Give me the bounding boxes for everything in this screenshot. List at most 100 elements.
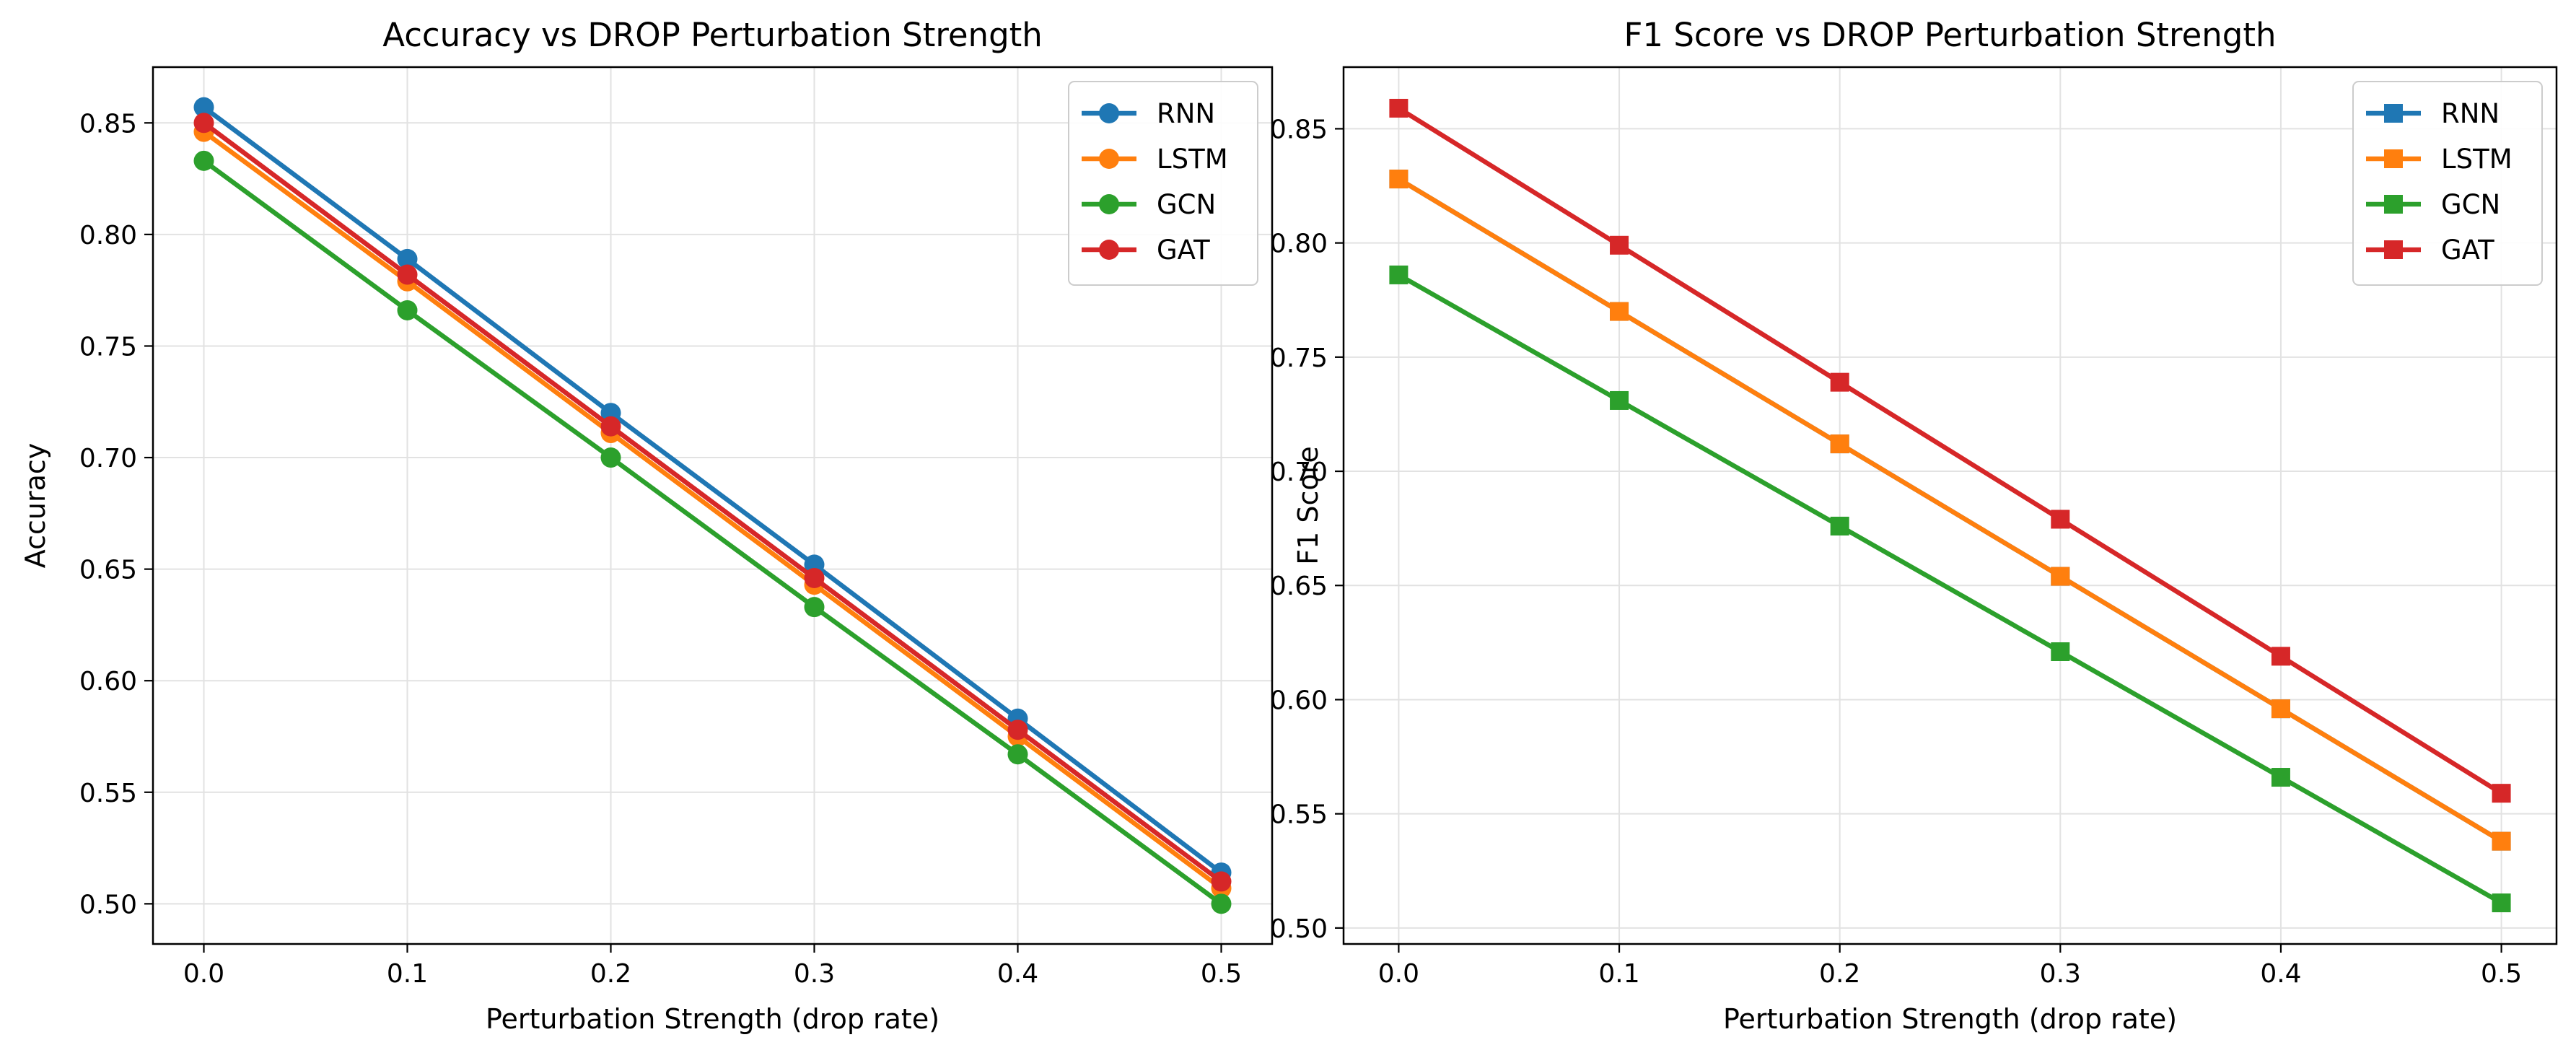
series-gcn	[1389, 265, 2511, 913]
y-tick-label: 0.70	[1270, 458, 1328, 487]
y-tick-label: 0.65	[1270, 572, 1328, 601]
legend-label: LSTM	[1157, 144, 1228, 175]
legend-marker	[1099, 194, 1119, 214]
data-point	[1211, 893, 1232, 914]
series-line	[1396, 272, 2504, 906]
legend-label: GAT	[1157, 235, 1210, 266]
y-tick-label: 0.75	[79, 332, 137, 362]
chart-title: F1 Score vs DROP Perturbation Strength	[1624, 16, 2277, 54]
legend-marker	[1099, 103, 1119, 123]
legend-marker	[1099, 149, 1119, 169]
legend-label: GCN	[1157, 189, 1216, 220]
data-point	[2051, 567, 2070, 586]
data-point	[2051, 510, 2070, 529]
legend-marker	[2384, 149, 2403, 168]
y-tick-label: 0.50	[1270, 914, 1328, 944]
data-point	[1389, 170, 1409, 189]
legend-marker	[2384, 240, 2403, 259]
data-point	[193, 113, 214, 134]
x-tick-label: 0.4	[997, 959, 1038, 989]
data-point	[2271, 699, 2290, 719]
series-line	[201, 129, 1224, 891]
y-tick-label: 0.75	[1270, 344, 1328, 373]
series-line	[201, 105, 1224, 875]
series-line	[201, 158, 1224, 906]
x-tick-label: 0.3	[794, 959, 835, 989]
axes-frame	[1342, 66, 2558, 945]
x-tick-label: 0.4	[2260, 959, 2301, 989]
data-point	[1830, 516, 1849, 535]
series-gcn	[193, 150, 1232, 914]
legend-label: RNN	[1157, 98, 1215, 129]
legend-marker	[1099, 240, 1119, 260]
x-tick-label: 0.5	[2481, 959, 2522, 989]
x-tick-label: 0.5	[1201, 959, 1242, 989]
series-gat	[1389, 98, 2511, 803]
x-tick-label: 0.1	[1598, 959, 1639, 989]
legend-label: GCN	[2441, 189, 2500, 220]
data-point	[804, 567, 825, 588]
legend-marker	[2384, 104, 2403, 123]
series-line	[1396, 176, 2504, 844]
y-tick-label: 0.55	[79, 779, 137, 808]
data-point	[2492, 831, 2511, 851]
y-tick-label: 0.60	[79, 667, 137, 696]
data-point	[397, 264, 418, 285]
y-tick-label: 0.85	[1270, 115, 1328, 144]
series-line	[201, 121, 1224, 884]
data-point	[397, 300, 418, 320]
data-point	[2492, 893, 2511, 913]
series-gat	[193, 113, 1232, 892]
x-tick-label: 0.3	[2040, 959, 2081, 989]
data-point	[2492, 784, 2511, 803]
y-tick-label: 0.50	[79, 890, 137, 919]
legend-frame	[1068, 81, 1258, 286]
axes-frame	[152, 66, 1274, 945]
y-axis-label: F1 Score	[1292, 446, 1324, 565]
legend-label: GAT	[2441, 235, 2494, 266]
data-point	[2271, 768, 2290, 787]
data-point	[193, 150, 214, 171]
y-axis-label: Accuracy	[19, 443, 51, 569]
data-point	[1610, 235, 1629, 255]
legend-frame	[2352, 81, 2543, 286]
data-point	[600, 416, 621, 437]
chart-panel-2: F1 Score vs DROP Perturbation Strength 0.…	[1270, 16, 2558, 1035]
legend: RNN LSTM GCN GAT	[2352, 81, 2543, 286]
x-axis-label: Perturbation Strength (drop rate)	[486, 1003, 939, 1035]
data-point	[2051, 642, 2070, 661]
y-tick-label: 0.55	[1270, 800, 1328, 830]
data-point	[1830, 434, 1849, 454]
data-point	[1389, 98, 1409, 118]
data-point	[2271, 647, 2290, 666]
series-lstm	[1389, 170, 2511, 851]
data-point	[1610, 390, 1629, 410]
x-axis-label: Perturbation Strength (drop rate)	[1723, 1003, 2177, 1035]
x-tick-label: 0.0	[1378, 959, 1419, 989]
chart-title: Accuracy vs DROP Perturbation Strength	[382, 16, 1043, 54]
legend: RNN LSTM GCN GAT	[1068, 81, 1258, 286]
data-point	[1007, 744, 1028, 765]
data-point	[193, 97, 214, 118]
series-line	[1396, 105, 2504, 796]
y-tick-label: 0.80	[79, 221, 137, 250]
legend-label: RNN	[2441, 98, 2500, 129]
legend-label: LSTM	[2441, 144, 2513, 175]
y-tick-label: 0.65	[79, 556, 137, 585]
data-point	[1610, 302, 1629, 321]
data-point	[1007, 720, 1028, 740]
y-tick-label: 0.60	[1270, 686, 1328, 715]
y-tick-label: 0.70	[79, 444, 137, 473]
data-point	[1830, 372, 1849, 392]
data-point	[397, 248, 418, 269]
data-point	[804, 597, 825, 618]
data-point	[600, 447, 621, 468]
data-point	[1389, 265, 1409, 284]
chart-panel-1: Accuracy vs DROP Perturbation Strength 0.…	[19, 16, 1274, 1035]
x-tick-label: 0.0	[183, 959, 224, 989]
y-tick-label: 0.80	[1270, 229, 1328, 259]
x-tick-label: 0.2	[1819, 959, 1860, 989]
legend-marker	[2384, 195, 2403, 214]
